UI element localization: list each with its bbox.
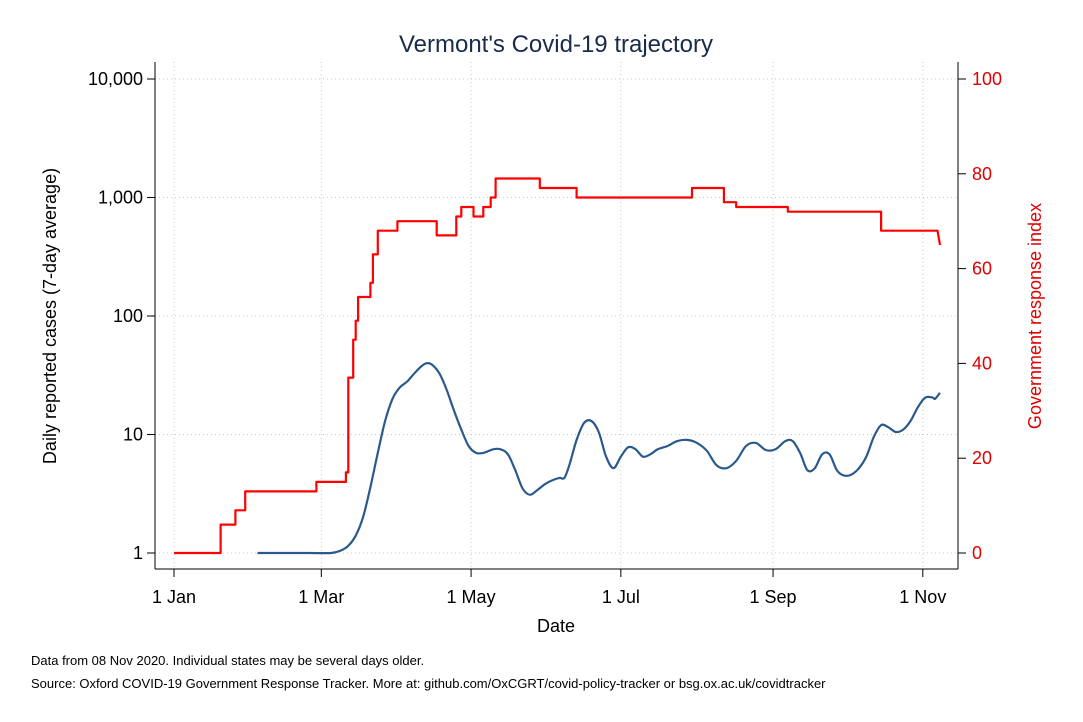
y-left-tick-label: 1 xyxy=(133,543,143,563)
x-tick-label: 1 Nov xyxy=(899,587,946,607)
x-axis-label: Date xyxy=(537,616,575,636)
y-right-tick-label: 0 xyxy=(972,543,982,563)
series-line-cases xyxy=(257,361,941,555)
y-right-tick-label: 40 xyxy=(972,353,992,373)
y-right-tick-label: 20 xyxy=(972,448,992,468)
x-tick-label: 1 Mar xyxy=(298,587,344,607)
chart-title: Vermont's Covid-19 trajectory xyxy=(399,31,713,58)
axes: 1 10 100 1,000 10,000 0 20 40 60 80 100 1 Jan 1 Mar 1… xyxy=(88,62,1002,607)
y-left-tick-label: 10 xyxy=(123,425,143,445)
y-right-tick-label: 60 xyxy=(972,259,992,279)
x-tick-label: 1 Sep xyxy=(750,587,797,607)
y-right-tick-label: 100 xyxy=(972,69,1002,89)
y-axis-left-label: Daily reported cases (7-day average) xyxy=(40,168,60,464)
y-left-tick-label: 100 xyxy=(113,306,143,326)
note-data-date: Data from 08 Nov 2020. Individual states… xyxy=(31,653,425,668)
y-left-tick-label: 1,000 xyxy=(98,188,143,208)
y-right-tick-label: 80 xyxy=(972,164,992,184)
note-source: Source: Oxford COVID-19 Government Respo… xyxy=(31,676,826,691)
x-tick-label: 1 Jan xyxy=(152,587,196,607)
y-axis-right-label: Government response index xyxy=(1025,203,1045,429)
grid xyxy=(155,62,958,569)
series-line-response-index xyxy=(174,177,942,555)
x-tick-label: 1 May xyxy=(447,587,496,607)
x-tick-label: 1 Jul xyxy=(602,587,640,607)
series-layer xyxy=(174,177,942,555)
y-left-tick-label: 10,000 xyxy=(88,69,143,89)
